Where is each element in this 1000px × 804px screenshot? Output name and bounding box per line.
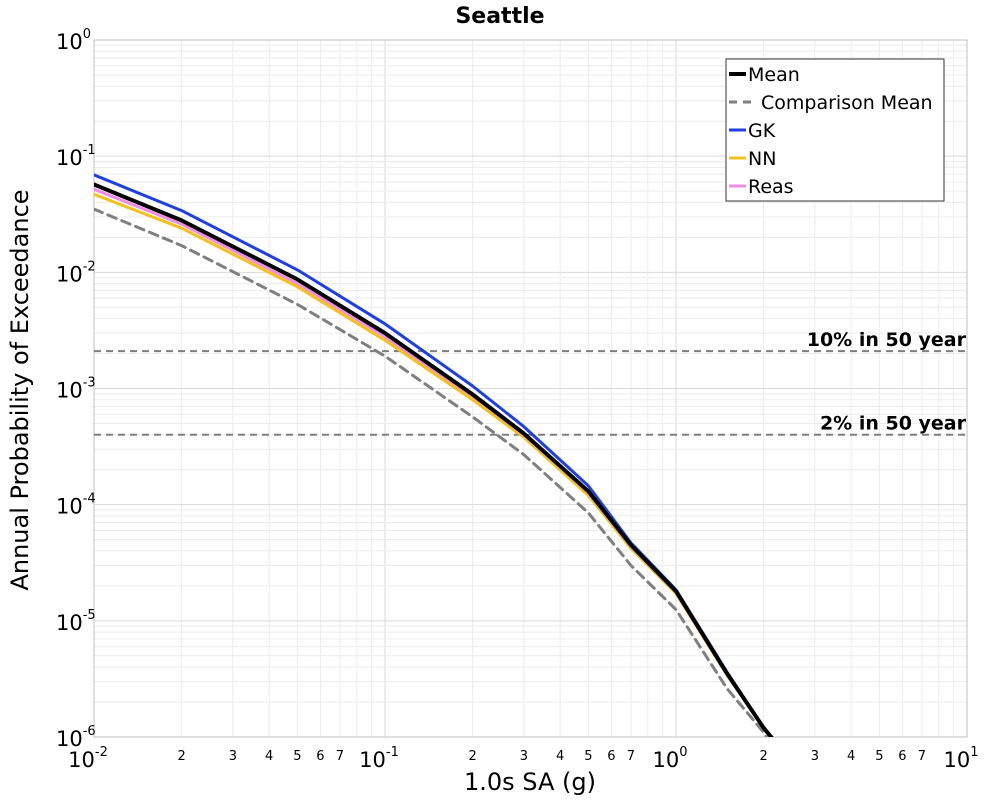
x-tick-exponent: 0 <box>679 745 687 760</box>
legend: Mean Comparison Mean GK NN Reas <box>725 58 945 202</box>
x-major-tick-label: 10-1 <box>359 745 399 772</box>
y-tick-base: 10 <box>56 727 83 751</box>
y-tick-exponent: -4 <box>83 492 96 507</box>
x-tick-base: 10 <box>943 748 970 772</box>
legend-label: GK <box>748 120 776 142</box>
x-tick-exponent: -1 <box>386 745 399 760</box>
y-tick-exponent: -1 <box>83 143 96 158</box>
y-tick-exponent: -3 <box>83 376 96 391</box>
y-tick-base: 10 <box>56 495 83 519</box>
y-major-tick-label: 10-4 <box>56 492 96 519</box>
x-minor-tick-label: 7 <box>627 749 635 764</box>
series-line <box>94 173 774 737</box>
x-minor-tick-label: 6 <box>316 749 324 764</box>
legend-label: Mean <box>748 64 800 86</box>
x-minor-tick-label: 4 <box>556 749 564 764</box>
x-tick-base: 10 <box>652 748 679 772</box>
x-tick-exponent: 1 <box>970 745 978 760</box>
y-tick-exponent: -6 <box>83 724 96 739</box>
chart-title: Seattle <box>455 4 544 29</box>
plot-area-frame <box>93 39 968 738</box>
y-major-tick-label: 100 <box>56 27 91 54</box>
x-minor-tick-label: 3 <box>811 749 819 764</box>
x-minor-tick-label: 7 <box>918 749 926 764</box>
y-major-tick-label: 10-5 <box>56 608 96 635</box>
legend-label: Comparison Mean <box>761 92 933 114</box>
y-tick-exponent: 0 <box>83 27 91 42</box>
series-layer <box>94 173 774 737</box>
x-minor-tick-label: 2 <box>177 749 185 764</box>
series-line <box>94 192 774 737</box>
x-minor-tick-label: 2 <box>759 749 767 764</box>
legend-label: Reas <box>748 176 794 198</box>
y-tick-base: 10 <box>56 611 83 635</box>
x-minor-tick-label: 3 <box>229 749 237 764</box>
y-major-tick-label: 10-2 <box>56 259 96 286</box>
x-major-tick-label: 10-2 <box>68 745 108 772</box>
x-minor-tick-label: 5 <box>293 749 301 764</box>
y-major-tick-label: 10-6 <box>56 724 96 751</box>
reference-line-label: 10% in 50 year <box>807 329 967 351</box>
legend-label: NN <box>748 148 776 170</box>
x-minor-tick-label: 4 <box>265 749 273 764</box>
x-minor-tick-label: 7 <box>336 749 344 764</box>
x-tick-base: 10 <box>68 748 95 772</box>
y-tick-base: 10 <box>56 30 83 54</box>
y-tick-base: 10 <box>56 262 83 286</box>
y-tick-exponent: -5 <box>83 608 96 623</box>
x-minor-tick-label: 5 <box>875 749 883 764</box>
y-tick-exponent: -2 <box>83 259 96 274</box>
x-major-tick-label: 101 <box>943 745 978 772</box>
x-axis-label: 1.0s SA (g) <box>464 768 596 796</box>
reference-line-label: 2% in 50 year <box>820 413 967 435</box>
x-tick-exponent: -2 <box>95 745 108 760</box>
x-minor-tick-label: 6 <box>607 749 615 764</box>
x-minor-tick-label: 3 <box>520 749 528 764</box>
y-axis-label: Annual Probability of Exceedance <box>6 189 34 590</box>
grid-layer <box>94 40 967 737</box>
y-major-tick-label: 10-1 <box>56 143 96 170</box>
y-tick-base: 10 <box>56 379 83 403</box>
series-line <box>94 182 774 737</box>
x-minor-tick-label: 6 <box>898 749 906 764</box>
reference-lines: 10% in 50 year 2% in 50 year <box>94 329 967 436</box>
y-major-tick-label: 10-3 <box>56 376 96 403</box>
legend-box <box>725 58 945 202</box>
x-tick-base: 10 <box>359 748 386 772</box>
y-tick-base: 10 <box>56 146 83 170</box>
x-minor-tick-label: 4 <box>847 749 855 764</box>
x-minor-tick-label: 5 <box>584 749 592 764</box>
x-major-tick-label: 100 <box>652 745 687 772</box>
series-line <box>94 207 769 737</box>
x-minor-tick-label: 2 <box>468 749 476 764</box>
